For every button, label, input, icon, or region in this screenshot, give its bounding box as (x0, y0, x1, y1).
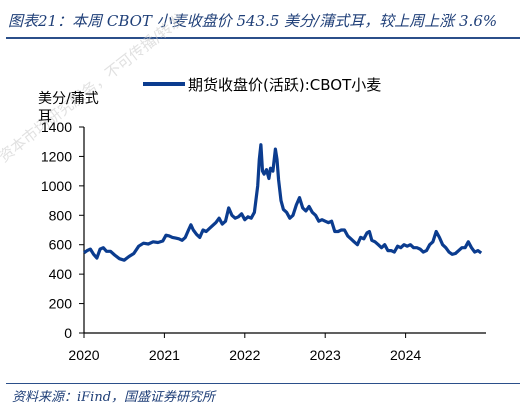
y-axis-unit: 美分/蒲式耳 (38, 91, 99, 125)
title-rule (6, 37, 520, 39)
y-tick-label: 200 (49, 296, 73, 312)
tick-labels: 0 200 400 600 800 1000 1200 1400 2020 2021 2022 202… (41, 119, 422, 363)
y-tick-label: 1200 (41, 148, 72, 164)
footer-rule (6, 383, 520, 384)
legend-label: 期货收盘价(活跃):CBOT小麦 (188, 76, 381, 94)
y-tick-label: 400 (49, 266, 73, 282)
legend: 期货收盘价(活跃):CBOT小麦 (143, 76, 381, 94)
y-tick-label: 800 (49, 207, 73, 223)
y-tick-label: 1000 (41, 178, 72, 194)
x-tick-label: 2024 (390, 347, 421, 363)
figure-title: 图表21：本周 CBOT 小麦收盘价 543.5 美分/蒲式耳，较上周上涨 3.… (8, 12, 498, 30)
source-note: 资料来源：iFind，国盛证券研究所 (12, 390, 216, 405)
y-tick-label: 1400 (41, 119, 72, 135)
x-tick-label: 2023 (310, 347, 341, 363)
series-line (83, 143, 483, 262)
y-tick-label: 0 (64, 325, 72, 341)
x-tick-label: 2021 (149, 347, 180, 363)
axes (79, 126, 486, 338)
y-tick-label: 600 (49, 237, 73, 253)
x-tick-label: 2020 (68, 347, 99, 363)
x-tick-label: 2022 (229, 347, 260, 363)
